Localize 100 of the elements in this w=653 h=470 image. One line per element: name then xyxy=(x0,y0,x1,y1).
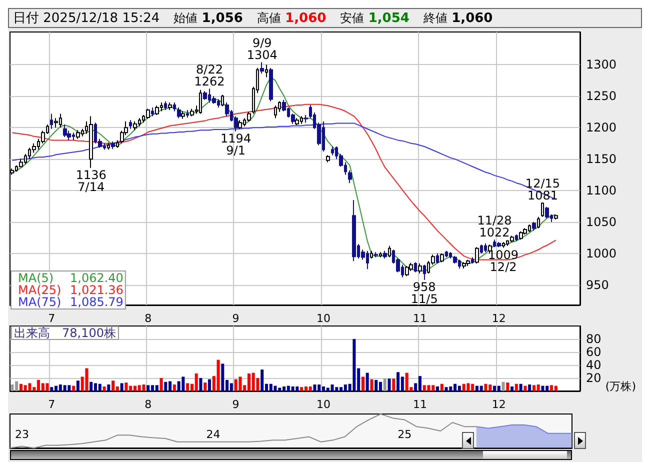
candlestick xyxy=(177,106,181,119)
candlestick xyxy=(190,108,194,117)
candlestick xyxy=(466,259,470,266)
text: MA(75) 1,085.79 xyxy=(18,295,124,309)
text: 始値 1,056 xyxy=(174,10,243,26)
bar xyxy=(405,372,408,391)
bar xyxy=(541,386,544,391)
candlestick xyxy=(471,256,474,264)
bar xyxy=(536,384,540,391)
annotation: 9/9 1304 xyxy=(246,36,278,62)
annotation: 958 11/5 xyxy=(410,280,438,306)
x-tick-label: 24 xyxy=(206,428,220,441)
candlestick xyxy=(274,105,277,119)
candlestick xyxy=(484,242,487,253)
candlestick xyxy=(440,252,444,263)
candlestick xyxy=(515,234,518,242)
candlestick xyxy=(532,221,536,232)
candlestick xyxy=(221,94,224,107)
candlestick xyxy=(295,118,299,126)
bar xyxy=(392,378,396,391)
candlestick xyxy=(414,262,417,273)
candlestick xyxy=(76,130,80,140)
annotation: 11/28 1022 xyxy=(477,214,512,240)
bar xyxy=(528,384,532,391)
y-tick-label: 60 xyxy=(586,345,602,359)
bar xyxy=(296,386,299,391)
bar xyxy=(85,368,88,391)
bar xyxy=(260,370,264,391)
candlestick xyxy=(168,102,172,110)
bar xyxy=(335,387,338,391)
annotation: 1194 9/1 xyxy=(220,131,252,158)
bar xyxy=(291,386,294,391)
candlestick xyxy=(151,106,154,117)
bar xyxy=(221,364,224,391)
bar xyxy=(182,376,185,391)
candlestick xyxy=(107,142,110,150)
bar xyxy=(418,376,422,391)
bar xyxy=(50,387,54,391)
candlestick xyxy=(541,202,544,218)
bar xyxy=(388,378,391,391)
bar xyxy=(46,383,49,391)
bar xyxy=(138,385,141,391)
candlestick xyxy=(519,230,523,240)
candlestick xyxy=(238,120,242,130)
bar xyxy=(366,372,369,391)
bar xyxy=(502,382,505,391)
bar xyxy=(361,376,364,391)
y-tick-label: 1100 xyxy=(586,184,617,198)
bar xyxy=(300,387,304,391)
candlestick xyxy=(304,114,308,124)
candlestick xyxy=(388,245,391,258)
candlestick xyxy=(383,250,387,259)
candlestick xyxy=(445,250,448,258)
bar xyxy=(112,380,115,391)
bar xyxy=(172,384,176,391)
bar xyxy=(160,378,163,391)
bar xyxy=(204,382,207,391)
bar xyxy=(308,386,312,391)
bar xyxy=(68,385,71,391)
y-tick-label: 20 xyxy=(586,371,602,385)
bar xyxy=(436,386,439,391)
bar xyxy=(514,384,518,391)
x-tick-label: 25 xyxy=(398,428,412,441)
candlestick xyxy=(203,90,207,100)
bar xyxy=(76,380,80,391)
annotation: 8/22 1262 xyxy=(194,62,225,89)
bar xyxy=(208,379,211,391)
text: 終値 1,060 xyxy=(423,10,493,26)
candlestick xyxy=(475,246,479,264)
x-tick-label: 12 xyxy=(492,398,506,411)
bar xyxy=(24,385,27,391)
bar xyxy=(72,386,76,391)
bar xyxy=(274,386,277,391)
text: MA(25) 1,021.36 xyxy=(18,283,124,297)
candlestick xyxy=(260,62,264,74)
bar xyxy=(524,386,527,391)
bar xyxy=(252,372,255,391)
x-tick-label: 7 xyxy=(48,398,56,411)
bar xyxy=(352,339,356,391)
candlestick xyxy=(510,235,514,243)
bar xyxy=(330,384,334,391)
annotation: 1009 12/2 xyxy=(488,248,519,274)
x-tick-label: 8 xyxy=(144,312,152,325)
candlestick xyxy=(89,116,93,168)
bar xyxy=(90,382,93,391)
bar xyxy=(313,384,316,391)
x-tick-label: 12 xyxy=(492,312,506,325)
bar xyxy=(510,386,514,391)
candlestick xyxy=(186,110,189,118)
candlestick xyxy=(497,242,501,248)
candlestick xyxy=(116,140,119,148)
candlestick xyxy=(523,228,527,236)
candlestick xyxy=(129,120,132,130)
x-tick-label: 11 xyxy=(412,398,427,411)
bar xyxy=(554,386,558,391)
x-tick-label: 9 xyxy=(232,312,240,325)
candlestick xyxy=(418,262,422,274)
y-tick-label: 1300 xyxy=(586,58,617,72)
candlestick xyxy=(502,242,505,248)
bar xyxy=(238,376,242,391)
